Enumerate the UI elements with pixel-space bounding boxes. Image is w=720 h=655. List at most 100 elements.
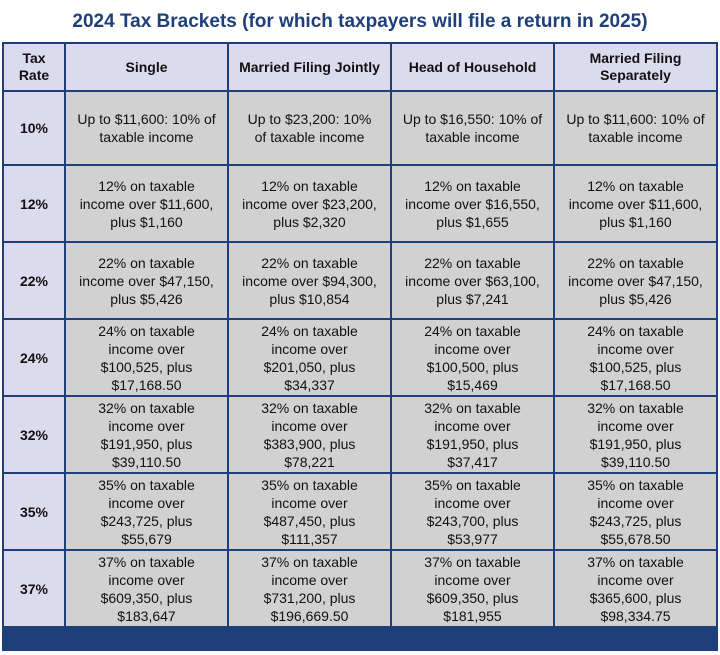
bracket-text-line: income over xyxy=(271,417,348,434)
bracket-text-line: 22% on taxable xyxy=(424,254,521,271)
bracket-text-line: $196,669.50 xyxy=(270,607,349,624)
bracket-text-line: of taxable income xyxy=(254,129,365,145)
bracket-cell-single: Up to $11,600: 10% of taxable income xyxy=(66,92,227,164)
bracket-text-line: $55,678.50 xyxy=(600,530,671,547)
tax-brackets-table: Tax Rate Single Married Filing Jointly H… xyxy=(2,42,718,628)
bracket-text-line: $17,168.50 xyxy=(600,376,671,393)
bracket-text-line: income over $23,200, xyxy=(242,195,377,212)
bracket-text-line: income over xyxy=(597,494,674,511)
bracket-text-line: plus $5,426 xyxy=(110,290,183,307)
bracket-text-line: plus $5,426 xyxy=(599,290,672,307)
header-single: Single xyxy=(66,44,227,90)
bracket-text-line: $78,221 xyxy=(284,453,335,470)
bracket-text-line: $731,200, plus xyxy=(263,589,356,606)
header-tax-rate: Tax Rate xyxy=(4,44,64,90)
bracket-text-line: plus $7,241 xyxy=(436,290,509,307)
bracket-cell-mfs: 22% on taxable income over $47,150, plus $… xyxy=(555,243,716,318)
bracket-text-line: 24% on taxable xyxy=(261,322,358,339)
bracket-cell-single: 37% on taxable income over $609,350, plus $… xyxy=(66,551,227,626)
bracket-text-line: income over $47,150, xyxy=(79,272,214,289)
bracket-text-line: 24% on taxable xyxy=(98,322,195,339)
table-row: 22% 22% on taxable income over $47,150, plu… xyxy=(4,243,716,318)
bracket-text-line: income over xyxy=(108,494,185,511)
bracket-text-line: 35% on taxable xyxy=(587,476,684,493)
bracket-text-line: taxable income xyxy=(588,129,683,145)
bracket-text-line: $383,900, plus xyxy=(263,435,356,452)
bracket-text-line: $243,725, plus xyxy=(589,512,682,529)
tax-rate-cell: 24% xyxy=(4,320,64,395)
bracket-text-line: plus $1,655 xyxy=(436,213,509,230)
bracket-text-line: $201,050, plus xyxy=(263,358,356,375)
bracket-text-line: $39,110.50 xyxy=(111,453,182,470)
bracket-text-line: income over xyxy=(434,417,511,434)
bracket-text-line: plus $2,320 xyxy=(273,213,346,230)
bracket-text-line: 35% on taxable xyxy=(424,476,521,493)
bracket-cell-mfj: Up to $23,200: 10% of taxable income xyxy=(229,92,390,164)
bracket-text-line: income over $11,600, xyxy=(568,195,703,212)
bracket-text-line: $98,334.75 xyxy=(600,607,671,624)
bracket-text-line: income over $11,600, xyxy=(79,195,214,212)
bracket-text-line: Up to $11,600: 10% of xyxy=(77,111,216,127)
bracket-text-line: $39,110.50 xyxy=(600,453,671,470)
bracket-text-line: $191,950, plus xyxy=(100,435,193,452)
bracket-text-line: $111,357 xyxy=(281,530,338,547)
bracket-text-line: 24% on taxable xyxy=(587,322,684,339)
bracket-cell-single: 32% on taxable income over $191,950, plus $… xyxy=(66,397,227,472)
bracket-text-line: 22% on taxable xyxy=(261,254,358,271)
bracket-cell-mfj: 37% on taxable income over $731,200, plus $… xyxy=(229,551,390,626)
bracket-text-line: plus $1,160 xyxy=(599,213,672,230)
bracket-text-line: income over $63,100, xyxy=(405,272,540,289)
header-married-filing-separately: Married Filing Separately xyxy=(555,44,716,90)
bracket-text-line: income over xyxy=(434,494,511,511)
bracket-cell-mfs: 24% on taxable income over $100,525, plus $… xyxy=(555,320,716,395)
bracket-cell-hoh: 35% on taxable income over $243,700, plus $… xyxy=(392,474,553,549)
tax-rate-cell: 10% xyxy=(4,92,64,164)
bracket-text-line: 37% on taxable xyxy=(424,553,521,570)
bracket-text-line: 32% on taxable xyxy=(261,399,358,416)
bracket-text-line: plus $10,854 xyxy=(269,290,350,307)
bracket-text-line: Up to $23,200: 10% xyxy=(247,111,372,127)
bracket-cell-mfj: 24% on taxable income over $201,050, plus $… xyxy=(229,320,390,395)
bracket-text-line: 22% on taxable xyxy=(98,254,195,271)
bracket-text-line: 35% on taxable xyxy=(98,476,195,493)
tax-rate-cell: 35% xyxy=(4,474,64,549)
bracket-text-line: $609,350, plus xyxy=(100,589,193,606)
bracket-text-line: $100,525, plus xyxy=(100,358,193,375)
bracket-cell-hoh: 24% on taxable income over $100,500, plus $… xyxy=(392,320,553,395)
bracket-cell-mfs: 32% on taxable income over $191,950, plus $… xyxy=(555,397,716,472)
bracket-text-line: income over $16,550, xyxy=(405,195,540,212)
bracket-text-line: $15,469 xyxy=(447,376,498,393)
bracket-text-line: $243,725, plus xyxy=(100,512,193,529)
bracket-text-line: 22% on taxable xyxy=(587,254,684,271)
bracket-cell-single: 24% on taxable income over $100,525, plus $… xyxy=(66,320,227,395)
table-row: 35% 35% on taxable income over $243,725, pl… xyxy=(4,474,716,549)
bracket-text-line: Up to $16,550: 10% of xyxy=(402,111,543,127)
bracket-cell-hoh: 32% on taxable income over $191,950, plus $… xyxy=(392,397,553,472)
table-header-row: Tax Rate Single Married Filing Jointly H… xyxy=(4,44,716,90)
table-row: 32% 32% on taxable income over $191,950, pl… xyxy=(4,397,716,472)
bracket-cell-single: 35% on taxable income over $243,725, plus $… xyxy=(66,474,227,549)
header-head-of-household: Head of Household xyxy=(392,44,553,90)
bracket-text-line: income over xyxy=(108,571,185,588)
bracket-text-line: 35% on taxable xyxy=(261,476,358,493)
bracket-text-line: $365,600, plus xyxy=(589,589,682,606)
bracket-text-line: income over xyxy=(108,417,185,434)
bracket-text-line: 32% on taxable xyxy=(98,399,195,416)
bracket-cell-mfs: 12% on taxable income over $11,600, plus $… xyxy=(555,166,716,241)
bracket-cell-mfs: 37% on taxable income over $365,600, plus $… xyxy=(555,551,716,626)
bracket-cell-mfs: Up to $11,600: 10% of taxable income xyxy=(555,92,716,164)
bracket-text-line: $100,500, plus xyxy=(426,358,519,375)
bracket-text-line: income over xyxy=(434,340,511,357)
tax-rate-cell: 12% xyxy=(4,166,64,241)
tax-rate-cell: 37% xyxy=(4,551,64,626)
bracket-cell-mfj: 35% on taxable income over $487,450, plus $… xyxy=(229,474,390,549)
bracket-text-line: $243,700, plus xyxy=(426,512,519,529)
bracket-text-line: 37% on taxable xyxy=(261,553,358,570)
bracket-cell-mfj: 32% on taxable income over $383,900, plus $… xyxy=(229,397,390,472)
bracket-text-line: income over xyxy=(597,340,674,357)
bracket-text-line: $191,950, plus xyxy=(426,435,519,452)
bracket-cell-mfj: 12% on taxable income over $23,200, plus $… xyxy=(229,166,390,241)
bracket-text-line: 32% on taxable xyxy=(424,399,521,416)
page-title: 2024 Tax Brackets (for which taxpayers w… xyxy=(2,2,718,42)
